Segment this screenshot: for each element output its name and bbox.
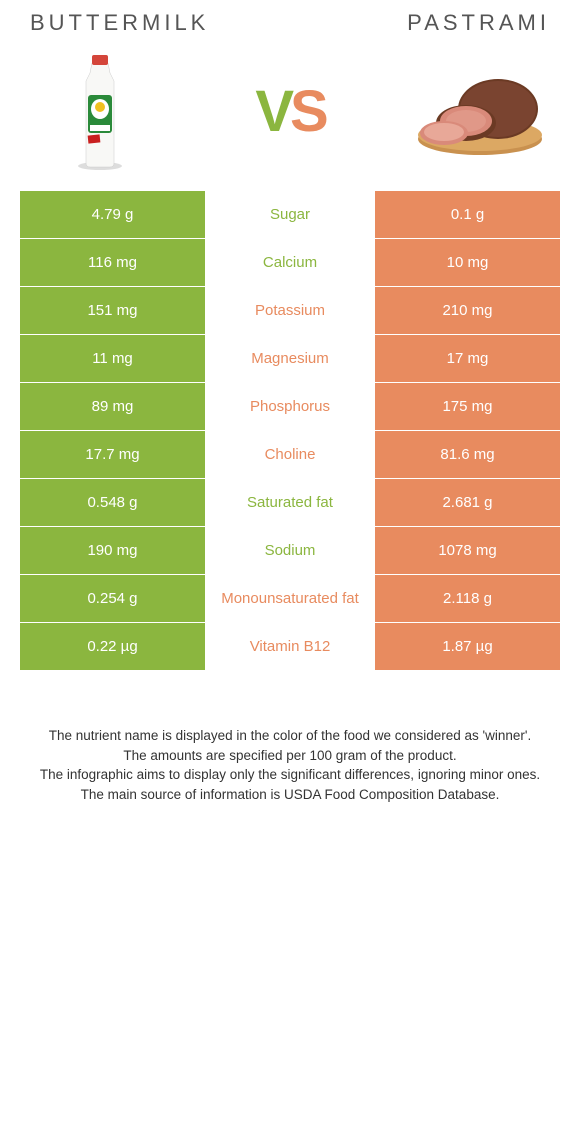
nutrient-name: Sugar bbox=[205, 191, 375, 239]
nutrient-name: Sodium bbox=[205, 527, 375, 575]
footer-line-3: The infographic aims to display only the… bbox=[25, 765, 555, 785]
right-value: 2.681 g bbox=[375, 479, 560, 527]
infographic-container: Buttermilk Pastrami VS bbox=[0, 0, 580, 834]
nutrient-name: Magnesium bbox=[205, 335, 375, 383]
header-row: Buttermilk Pastrami bbox=[0, 0, 580, 41]
right-value: 1.87 µg bbox=[375, 623, 560, 671]
nutrient-row: 11 mgMagnesium17 mg bbox=[20, 335, 560, 383]
nutrient-row: 151 mgPotassium210 mg bbox=[20, 287, 560, 335]
nutrient-name: Vitamin B12 bbox=[205, 623, 375, 671]
right-value: 210 mg bbox=[375, 287, 560, 335]
nutrient-table: 4.79 gSugar0.1 g116 mgCalcium10 mg151 mg… bbox=[20, 191, 560, 671]
nutrient-row: 0.22 µgVitamin B121.87 µg bbox=[20, 623, 560, 671]
nutrient-name: Phosphorus bbox=[205, 383, 375, 431]
footer-line-2: The amounts are specified per 100 gram o… bbox=[25, 746, 555, 766]
nutrient-row: 0.254 gMonounsaturated fat2.118 g bbox=[20, 575, 560, 623]
buttermilk-bottle-icon bbox=[70, 51, 130, 171]
footer-notes: The nutrient name is displayed in the co… bbox=[0, 671, 580, 834]
right-value: 10 mg bbox=[375, 239, 560, 287]
nutrient-row: 190 mgSodium1078 mg bbox=[20, 527, 560, 575]
right-value: 175 mg bbox=[375, 383, 560, 431]
vs-s: S bbox=[290, 79, 325, 144]
footer-line-4: The main source of information is USDA F… bbox=[25, 785, 555, 805]
nutrient-row: 0.548 gSaturated fat2.681 g bbox=[20, 479, 560, 527]
vs-label: VS bbox=[255, 78, 324, 145]
right-value: 81.6 mg bbox=[375, 431, 560, 479]
right-value: 17 mg bbox=[375, 335, 560, 383]
left-value: 0.254 g bbox=[20, 575, 205, 623]
nutrient-row: 89 mgPhosphorus175 mg bbox=[20, 383, 560, 431]
pastrami-icon bbox=[410, 61, 550, 161]
nutrient-row: 116 mgCalcium10 mg bbox=[20, 239, 560, 287]
right-value: 0.1 g bbox=[375, 191, 560, 239]
nutrient-name: Choline bbox=[205, 431, 375, 479]
images-row: VS bbox=[0, 41, 580, 191]
left-value: 151 mg bbox=[20, 287, 205, 335]
left-value: 0.22 µg bbox=[20, 623, 205, 671]
left-value: 4.79 g bbox=[20, 191, 205, 239]
right-value: 1078 mg bbox=[375, 527, 560, 575]
nutrient-name: Potassium bbox=[205, 287, 375, 335]
left-value: 116 mg bbox=[20, 239, 205, 287]
nutrient-name: Monounsaturated fat bbox=[205, 575, 375, 623]
buttermilk-image bbox=[30, 51, 170, 171]
nutrient-name: Calcium bbox=[205, 239, 375, 287]
footer-line-1: The nutrient name is displayed in the co… bbox=[25, 726, 555, 746]
left-value: 11 mg bbox=[20, 335, 205, 383]
left-value: 89 mg bbox=[20, 383, 205, 431]
left-value: 17.7 mg bbox=[20, 431, 205, 479]
left-value: 0.548 g bbox=[20, 479, 205, 527]
right-food-title: Pastrami bbox=[407, 10, 550, 36]
pastrami-image bbox=[410, 51, 550, 171]
right-value: 2.118 g bbox=[375, 575, 560, 623]
nutrient-name: Saturated fat bbox=[205, 479, 375, 527]
nutrient-row: 4.79 gSugar0.1 g bbox=[20, 191, 560, 239]
vs-v: V bbox=[255, 79, 290, 144]
left-food-title: Buttermilk bbox=[30, 10, 209, 36]
left-value: 190 mg bbox=[20, 527, 205, 575]
nutrient-row: 17.7 mgCholine81.6 mg bbox=[20, 431, 560, 479]
